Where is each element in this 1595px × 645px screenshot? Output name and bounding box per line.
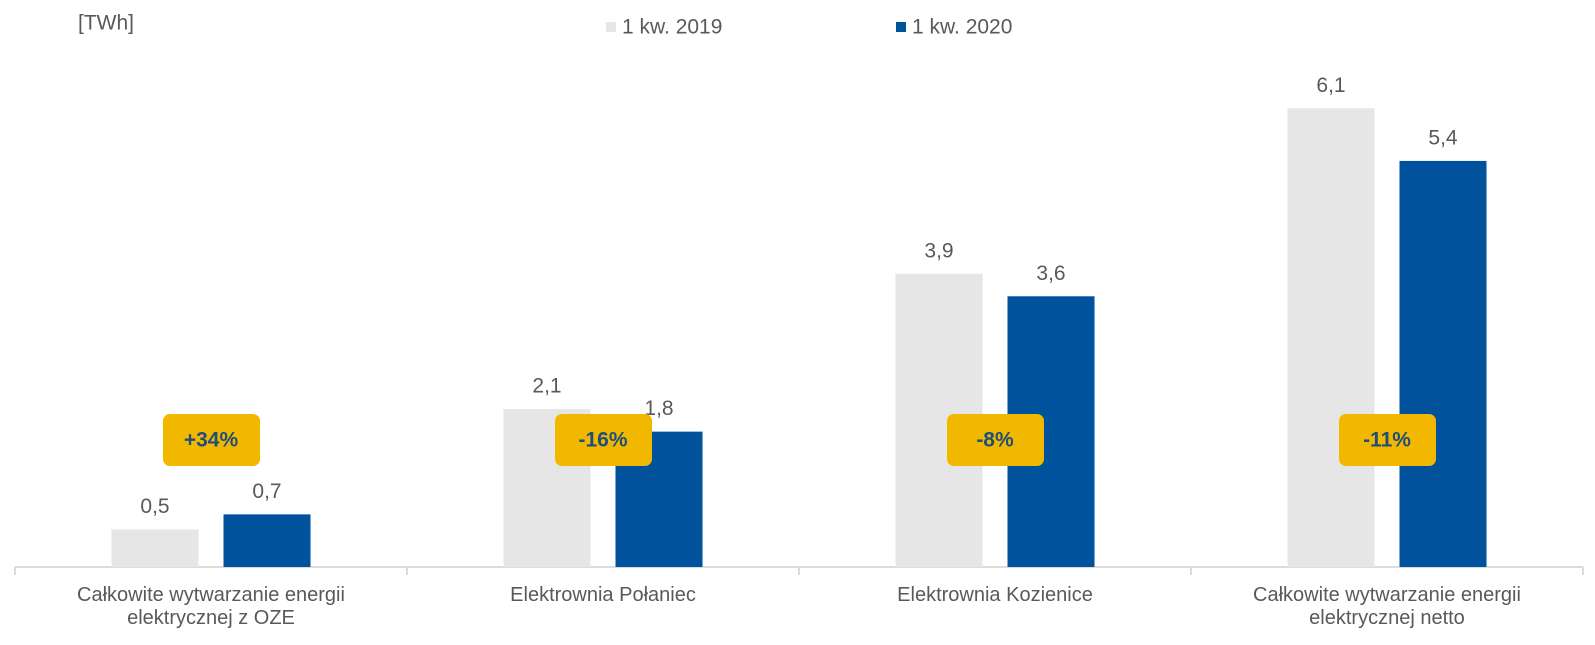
bar: [111, 529, 199, 567]
change-label: -11%: [1363, 429, 1411, 452]
change-label: -16%: [578, 429, 627, 452]
change-label: +34%: [184, 429, 239, 452]
data-label: 5,4: [1428, 126, 1458, 149]
y-axis-label: [TWh]: [78, 12, 134, 35]
data-label: 0,7: [252, 480, 281, 503]
change-badge: [1339, 414, 1436, 466]
data-label: 0,5: [140, 495, 169, 518]
change-label: -8%: [976, 429, 1014, 452]
legend-label: 1 kw. 2020: [912, 16, 1012, 39]
data-label: 3,6: [1036, 262, 1065, 285]
data-label: 1,8: [644, 397, 673, 420]
legend-label: 1 kw. 2019: [622, 16, 722, 39]
data-label: 2,1: [532, 375, 561, 398]
legend-swatch: [896, 22, 906, 32]
change-badge: [555, 414, 652, 466]
x-tick-label: Elektrownia Kozienice: [897, 584, 1093, 606]
bar: [223, 514, 311, 567]
data-label: 6,1: [1316, 74, 1345, 97]
change-badge: [163, 414, 260, 466]
x-tick-label: Całkowite wytwarzanie energii elektryczn…: [1253, 584, 1521, 629]
x-tick-label: Elektrownia Połaniec: [510, 584, 696, 606]
change-badge: [947, 414, 1044, 466]
data-label: 3,9: [924, 239, 953, 262]
bar: [1287, 108, 1375, 567]
bar: [1399, 160, 1487, 568]
x-tick-label: Całkowite wytwarzanie energii elektryczn…: [77, 584, 345, 629]
legend-swatch: [606, 22, 616, 32]
